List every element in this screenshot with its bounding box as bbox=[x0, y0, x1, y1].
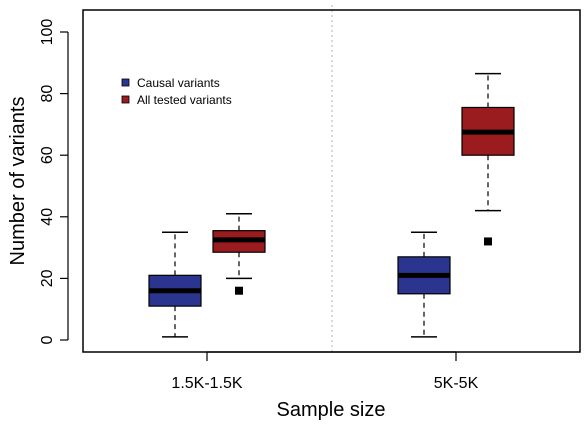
legend-swatch-causal bbox=[121, 78, 130, 87]
box-0-1 bbox=[397, 231, 451, 338]
legend-swatch-all-tested bbox=[121, 95, 130, 104]
legend: Causal variants All tested variants bbox=[121, 76, 232, 107]
y-tick-label: 100 bbox=[39, 19, 56, 46]
legend-label-all-tested: All tested variants bbox=[137, 93, 232, 107]
outlier-point bbox=[235, 286, 243, 295]
boxes-layer bbox=[148, 72, 515, 338]
x-axis-title: Sample size bbox=[277, 399, 386, 421]
box-0-0 bbox=[148, 231, 202, 338]
x-tick-label: 5K-5K bbox=[434, 375, 479, 392]
y-axis: 0 20 40 60 80 100 bbox=[39, 19, 69, 344]
y-tick-label: 60 bbox=[39, 146, 56, 164]
y-axis-title: Number of variants bbox=[7, 97, 29, 266]
y-tick-label: 40 bbox=[39, 208, 56, 226]
box-1-0 bbox=[212, 212, 266, 295]
x-tick-label: 1.5K-1.5K bbox=[171, 375, 242, 392]
x-axis: 1.5K-1.5K 5K-5K bbox=[171, 351, 479, 392]
outlier-point bbox=[484, 237, 492, 246]
y-tick-label: 20 bbox=[39, 269, 56, 287]
y-tick-label: 80 bbox=[39, 85, 56, 103]
box-1-1 bbox=[461, 72, 515, 246]
y-tick-label: 0 bbox=[39, 335, 56, 344]
legend-label-causal: Causal variants bbox=[137, 76, 220, 90]
